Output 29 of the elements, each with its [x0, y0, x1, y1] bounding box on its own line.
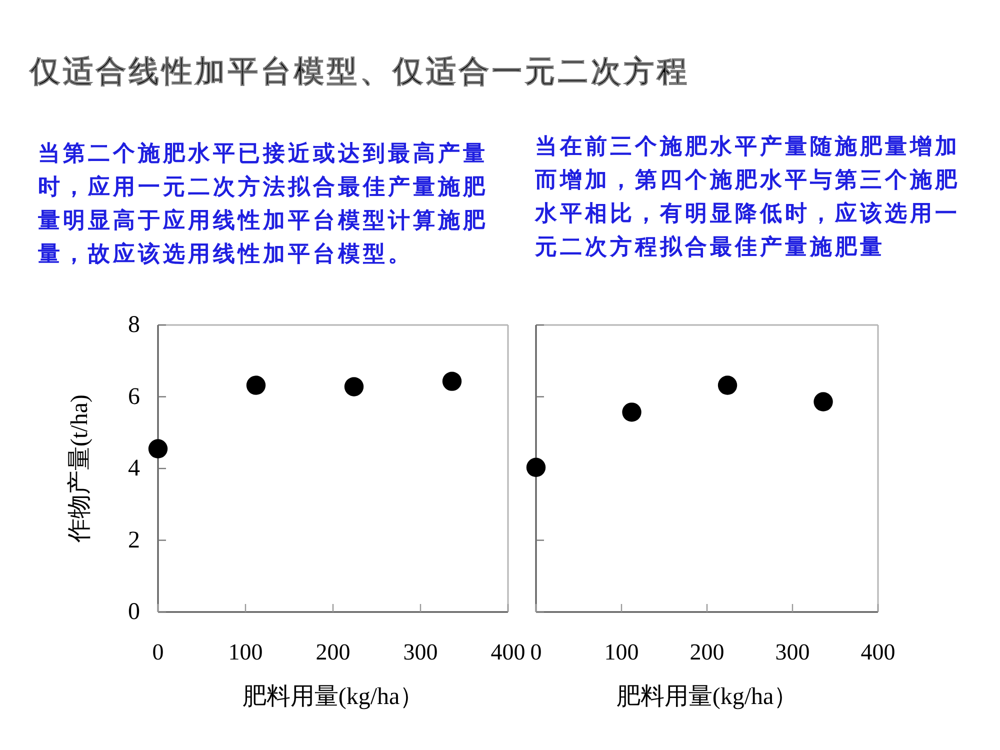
- x-tick-label: 100: [604, 640, 639, 664]
- x-axis-title: 肥料用量(kg/ha）: [242, 684, 424, 710]
- x-tick-label: 0: [152, 640, 164, 664]
- y-tick-label: 2: [128, 527, 140, 554]
- x-tick-label: 400: [490, 640, 526, 664]
- point: [622, 402, 642, 422]
- x-tick-label: 300: [403, 640, 438, 664]
- point: [148, 439, 168, 458]
- text: 当第二个施肥水平已接近或达到最高产量时，应用一元二次方法拟合最佳产量施肥量明显高于应用线性加平台模型计算施肥量，故应该选用线性加平台模型。: [37, 140, 488, 266]
- point: [442, 372, 462, 391]
- y-tick-label: 6: [128, 384, 140, 410]
- x-tick-label: 200: [316, 640, 350, 664]
- y-tick-label: 0: [128, 599, 140, 625]
- x-tick-label: 0: [530, 640, 542, 664]
- x-axis-title: 肥料用量(kg/ha）: [616, 684, 798, 710]
- point: [526, 458, 546, 478]
- point: [246, 376, 266, 395]
- point: [718, 376, 738, 395]
- x-tick-label: 200: [690, 640, 724, 664]
- point: [814, 392, 833, 412]
- point: [344, 377, 364, 396]
- text: 当在前三个施肥水平产量随施肥量增加而增加，第四个施肥水平与第三个施肥水平相比，有明显降低时，应该选用一元二次方程拟合最佳产量施肥量: [534, 134, 960, 259]
- chart-title: 仅适合线性加平台模型、仅适合一元二次方程: [29, 54, 690, 88]
- x-tick-label: 300: [775, 640, 810, 664]
- x-tick-label: 100: [228, 640, 263, 664]
- x-tick-label: 400: [860, 640, 896, 664]
- y-tick-label: 8: [128, 312, 140, 338]
- y-tick-label: 4: [128, 456, 140, 482]
- y-axis-title: 作物产量(t/ha): [66, 394, 93, 544]
